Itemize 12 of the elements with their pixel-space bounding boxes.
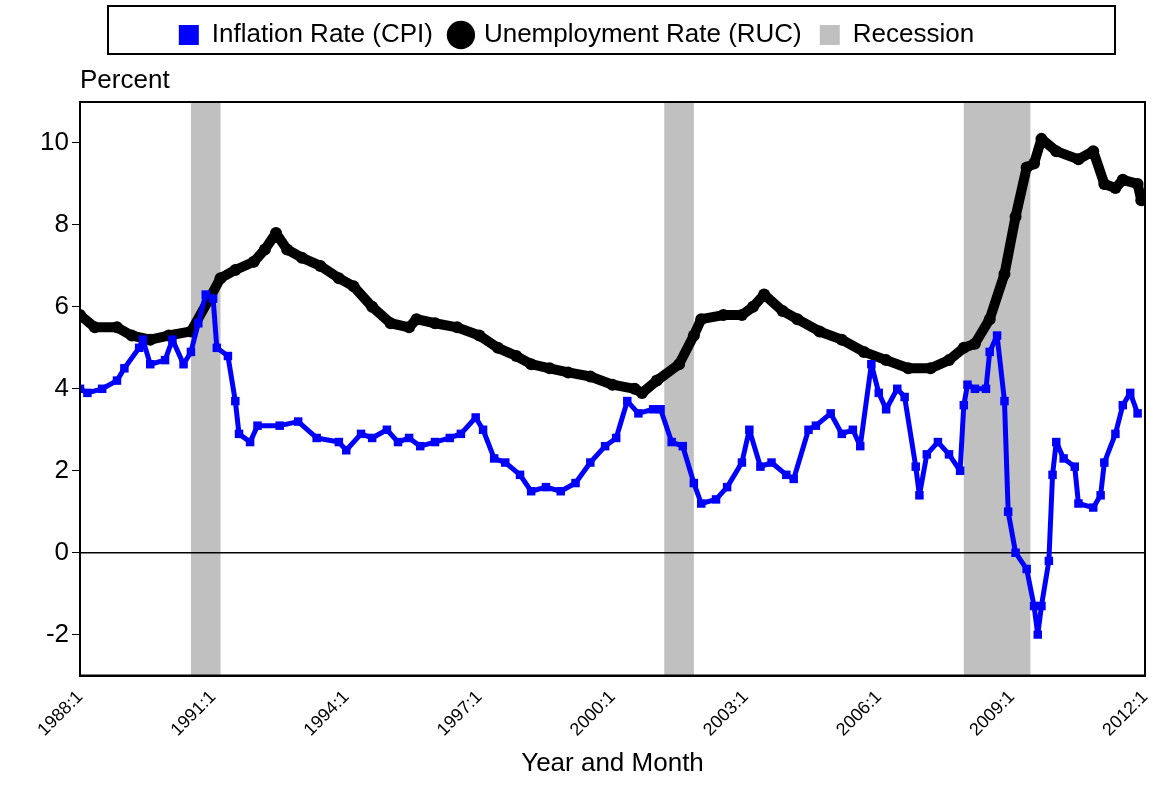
x-axis-title: Year and Month [521, 746, 704, 777]
y-tick-label: 2 [54, 453, 69, 484]
legend-label: Inflation Rate (CPI) [211, 18, 433, 49]
y-tick-label: 0 [54, 535, 69, 566]
y-tick-label: 10 [40, 126, 69, 157]
y-tick-label: 4 [54, 371, 69, 402]
legend-label: Unemployment Rate (RUC) [483, 18, 802, 49]
legend-label: Recession [852, 18, 975, 49]
y-axis-title: Percent [80, 64, 171, 95]
y-tick-label: -2 [45, 617, 69, 648]
y-tick-label: 6 [54, 290, 69, 321]
y-tick-label: 8 [54, 208, 69, 239]
